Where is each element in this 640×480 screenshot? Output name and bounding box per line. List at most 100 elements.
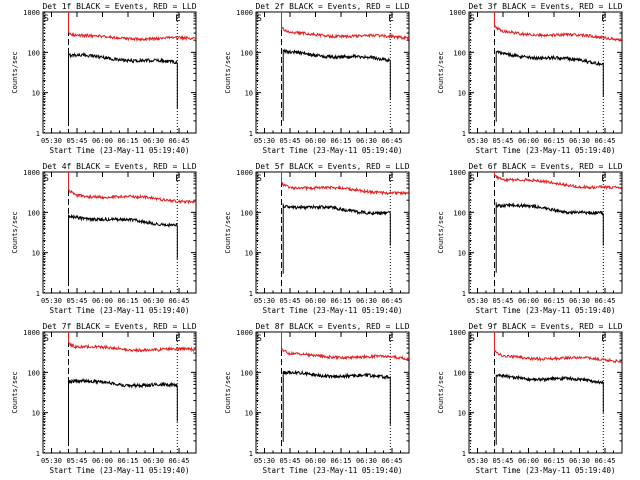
end-marker-label: E	[175, 174, 180, 184]
x-tick-label: 06:00	[92, 297, 113, 305]
y-axis-label: Counts/sec	[11, 211, 19, 253]
y-tick-label: 100	[27, 369, 40, 377]
x-tick-label: 06:30	[356, 137, 377, 145]
x-tick-label: 06:15	[543, 297, 564, 305]
y-tick-label: 100	[240, 369, 253, 377]
start-marker-label: S	[257, 14, 262, 24]
y-tick-label: 1	[36, 130, 40, 138]
detector-panel-5: Det 5f BLACK = Events, RED = LLD 1 10 100 10…	[224, 162, 410, 315]
events-series-line	[495, 50, 604, 122]
y-tick-label: 100	[27, 49, 40, 57]
detector-panel-6: Det 6f BLACK = Events, RED = LLD 1 10 100 10…	[437, 162, 623, 315]
y-tick-label: 1	[249, 130, 253, 138]
plot-frame	[255, 171, 410, 294]
y-tick-label: 10	[458, 410, 466, 418]
events-series-line	[495, 373, 604, 445]
panel-title: Det 1f BLACK = Events, RED = LLD	[42, 2, 196, 11]
end-marker-label: E	[175, 334, 180, 344]
x-tick-label: 05:30	[467, 137, 488, 145]
plot-frame	[468, 331, 623, 454]
y-tick-label: 1000	[23, 329, 40, 337]
x-axis-label: Start Time (23-May-11 05:19:40)	[263, 306, 403, 315]
x-tick-label: 05:45	[66, 137, 87, 145]
x-axis-label: Start Time (23-May-11 05:19:40)	[263, 466, 403, 475]
lld-series-line	[68, 172, 197, 205]
x-tick-label: 06:15	[330, 457, 351, 465]
lld-series-line	[281, 172, 410, 196]
events-series-line	[68, 52, 178, 124]
y-tick-label: 1000	[449, 169, 466, 177]
plot-frame	[42, 171, 197, 294]
x-tick-label: 06:30	[569, 137, 590, 145]
lld-series-line	[494, 172, 623, 191]
end-marker-label: E	[388, 174, 393, 184]
y-tick-label: 1	[36, 450, 40, 458]
x-tick-label: 06:00	[518, 457, 539, 465]
x-tick-label: 06:00	[518, 137, 539, 145]
y-tick-label: 1000	[236, 169, 253, 177]
x-tick-label: 06:15	[543, 457, 564, 465]
y-tick-label: 1000	[449, 9, 466, 17]
plot-frame	[468, 171, 623, 294]
x-tick-label: 06:00	[92, 457, 113, 465]
x-tick-label: 05:45	[279, 297, 300, 305]
x-tick-label: 06:00	[305, 297, 326, 305]
panel-title: Det 2f BLACK = Events, RED = LLD	[255, 2, 409, 11]
panel-title: Det 8f BLACK = Events, RED = LLD	[255, 322, 409, 331]
x-axis-label: Start Time (23-May-11 05:19:40)	[476, 306, 616, 315]
panel-title: Det 3f BLACK = Events, RED = LLD	[468, 2, 622, 11]
end-marker-label: E	[175, 14, 180, 24]
y-axis-label: Counts/sec	[437, 51, 445, 93]
y-tick-label: 1	[249, 290, 253, 298]
x-tick-label: 05:30	[254, 457, 275, 465]
x-tick-label: 05:30	[254, 137, 275, 145]
end-marker-label: E	[601, 174, 606, 184]
x-tick-label: 05:45	[492, 137, 513, 145]
y-tick-label: 100	[240, 49, 253, 57]
panel-title: Det 9f BLACK = Events, RED = LLD	[468, 322, 622, 331]
start-marker-label: S	[44, 174, 49, 184]
x-axis-label: Start Time (23-May-11 05:19:40)	[50, 466, 190, 475]
plot-frame	[42, 331, 197, 454]
y-tick-label: 1000	[23, 9, 40, 17]
plot-frame	[255, 11, 410, 134]
start-marker-label: S	[257, 174, 262, 184]
y-tick-label: 100	[453, 209, 466, 217]
y-tick-label: 1	[462, 450, 466, 458]
y-tick-label: 10	[32, 250, 40, 258]
x-tick-label: 06:30	[569, 457, 590, 465]
y-axis-label: Counts/sec	[224, 371, 232, 413]
y-tick-label: 1	[249, 450, 253, 458]
y-tick-label: 1	[462, 130, 466, 138]
y-tick-label: 1000	[23, 169, 40, 177]
y-tick-label: 1000	[236, 9, 253, 17]
y-tick-label: 10	[245, 250, 253, 258]
x-axis-label: Start Time (23-May-11 05:19:40)	[476, 146, 616, 155]
start-marker-label: S	[44, 14, 49, 24]
x-tick-label: 06:00	[518, 297, 539, 305]
start-marker-label: S	[44, 334, 49, 344]
end-marker-label: E	[601, 334, 606, 344]
x-tick-label: 06:45	[594, 297, 615, 305]
end-marker-label: E	[388, 14, 393, 24]
events-series-line	[282, 48, 391, 121]
panel-title: Det 6f BLACK = Events, RED = LLD	[468, 162, 622, 171]
detector-panel-7: Det 7f BLACK = Events, RED = LLD 1 10 100 10…	[11, 322, 197, 475]
start-marker-label: S	[470, 174, 475, 184]
detector-panel-9: Det 9f BLACK = Events, RED = LLD 1 10 100 10…	[437, 322, 623, 475]
end-marker-label: E	[388, 334, 393, 344]
x-tick-label: 06:30	[356, 457, 377, 465]
y-axis-label: Counts/sec	[224, 51, 232, 93]
y-axis-label: Counts/sec	[437, 371, 445, 413]
plot-frame	[468, 11, 623, 134]
x-axis-label: Start Time (23-May-11 05:19:40)	[50, 146, 190, 155]
panel-title: Det 4f BLACK = Events, RED = LLD	[42, 162, 196, 171]
events-series-line	[495, 202, 604, 273]
y-tick-label: 1	[462, 290, 466, 298]
y-axis-label: Counts/sec	[11, 51, 19, 93]
y-tick-label: 10	[32, 90, 40, 98]
plot-frame	[42, 11, 197, 134]
x-tick-label: 05:45	[492, 457, 513, 465]
y-axis-label: Counts/sec	[224, 211, 232, 253]
